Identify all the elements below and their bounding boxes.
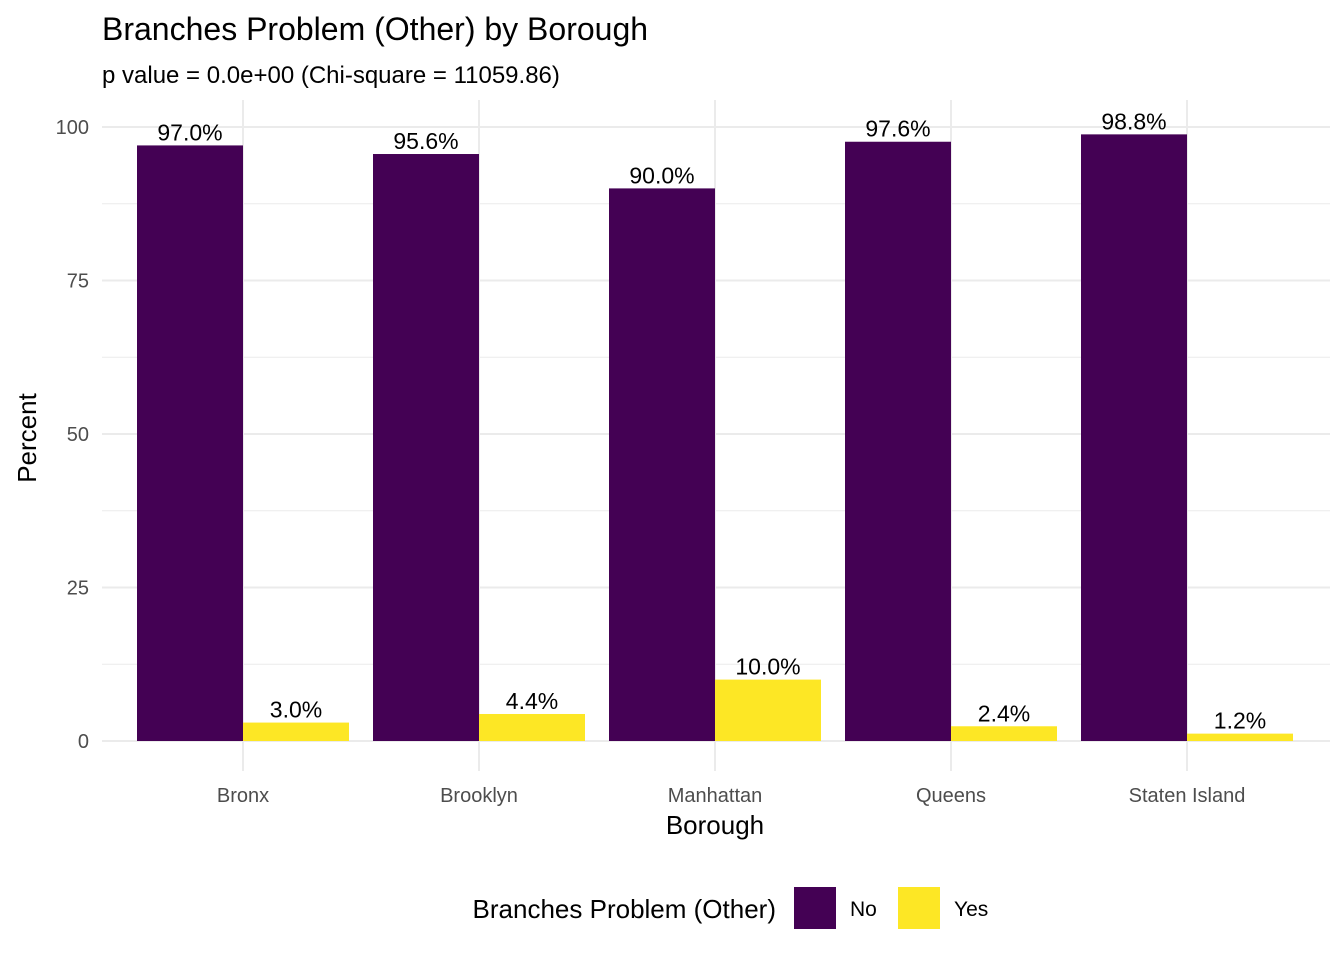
- bar-yes-brooklyn: [479, 713, 585, 741]
- bar-value-label: 97.6%: [865, 116, 930, 142]
- legend-title: Branches Problem (Other): [473, 894, 776, 924]
- bar-value-label: 10.0%: [735, 654, 800, 680]
- bar-value-label: 97.0%: [157, 119, 222, 145]
- x-axis-ticks: Bronx Brooklyn Manhattan Queens Staten Islan…: [217, 785, 1246, 807]
- x-tick-label: Staten Island: [1129, 785, 1246, 807]
- bar-labels: 97.0% 95.6% 90.0% 97.6% 98.8% 3.0% 4.4% 10.0% 2.…: [157, 108, 1266, 733]
- bar-yes-queens: [951, 726, 1057, 741]
- y-tick-label: 0: [78, 731, 89, 753]
- bar-value-label: 1.2%: [1214, 708, 1266, 734]
- bar-value-label: 98.8%: [1101, 108, 1166, 134]
- bar-value-label: 2.4%: [978, 700, 1030, 726]
- bar-value-label: 3.0%: [270, 697, 322, 723]
- y-tick-label: 75: [67, 271, 89, 293]
- legend: Branches Problem (Other) No Yes: [473, 887, 988, 929]
- bar-yes-staten-island: [1187, 733, 1293, 741]
- bar-no-brooklyn: [373, 154, 479, 742]
- legend-label-yes: Yes: [954, 898, 988, 921]
- chart-subtitle: p value = 0.0e+00 (Chi-square = 11059.86…: [102, 62, 560, 89]
- bar-yes-bronx: [243, 722, 349, 741]
- bar-no-manhattan: [609, 188, 715, 741]
- y-tick-label: 50: [67, 424, 89, 446]
- bars: [137, 134, 1293, 742]
- x-tick-label: Bronx: [217, 785, 269, 807]
- bar-yes-manhattan: [715, 679, 821, 741]
- bar-no-queens: [845, 141, 951, 742]
- bar-no-staten-island: [1081, 134, 1187, 742]
- y-axis-ticks: 0 25 50 75 100: [56, 117, 89, 753]
- x-tick-label: Brooklyn: [440, 785, 518, 807]
- y-tick-label: 100: [56, 117, 89, 139]
- bar-value-label: 95.6%: [393, 128, 458, 154]
- bar-no-bronx: [137, 145, 243, 742]
- x-tick-label: Manhattan: [668, 785, 763, 807]
- legend-label-no: No: [850, 898, 877, 921]
- x-tick-label: Queens: [916, 785, 986, 807]
- legend-key-yes: [898, 887, 940, 929]
- y-tick-label: 25: [67, 578, 89, 600]
- y-axis-title: Percent: [12, 392, 42, 482]
- x-axis-title: Borough: [666, 810, 764, 840]
- chart-title: Branches Problem (Other) by Borough: [102, 11, 648, 47]
- bar-value-label: 4.4%: [506, 688, 558, 714]
- legend-key-no: [794, 887, 836, 929]
- bar-value-label: 90.0%: [629, 162, 694, 188]
